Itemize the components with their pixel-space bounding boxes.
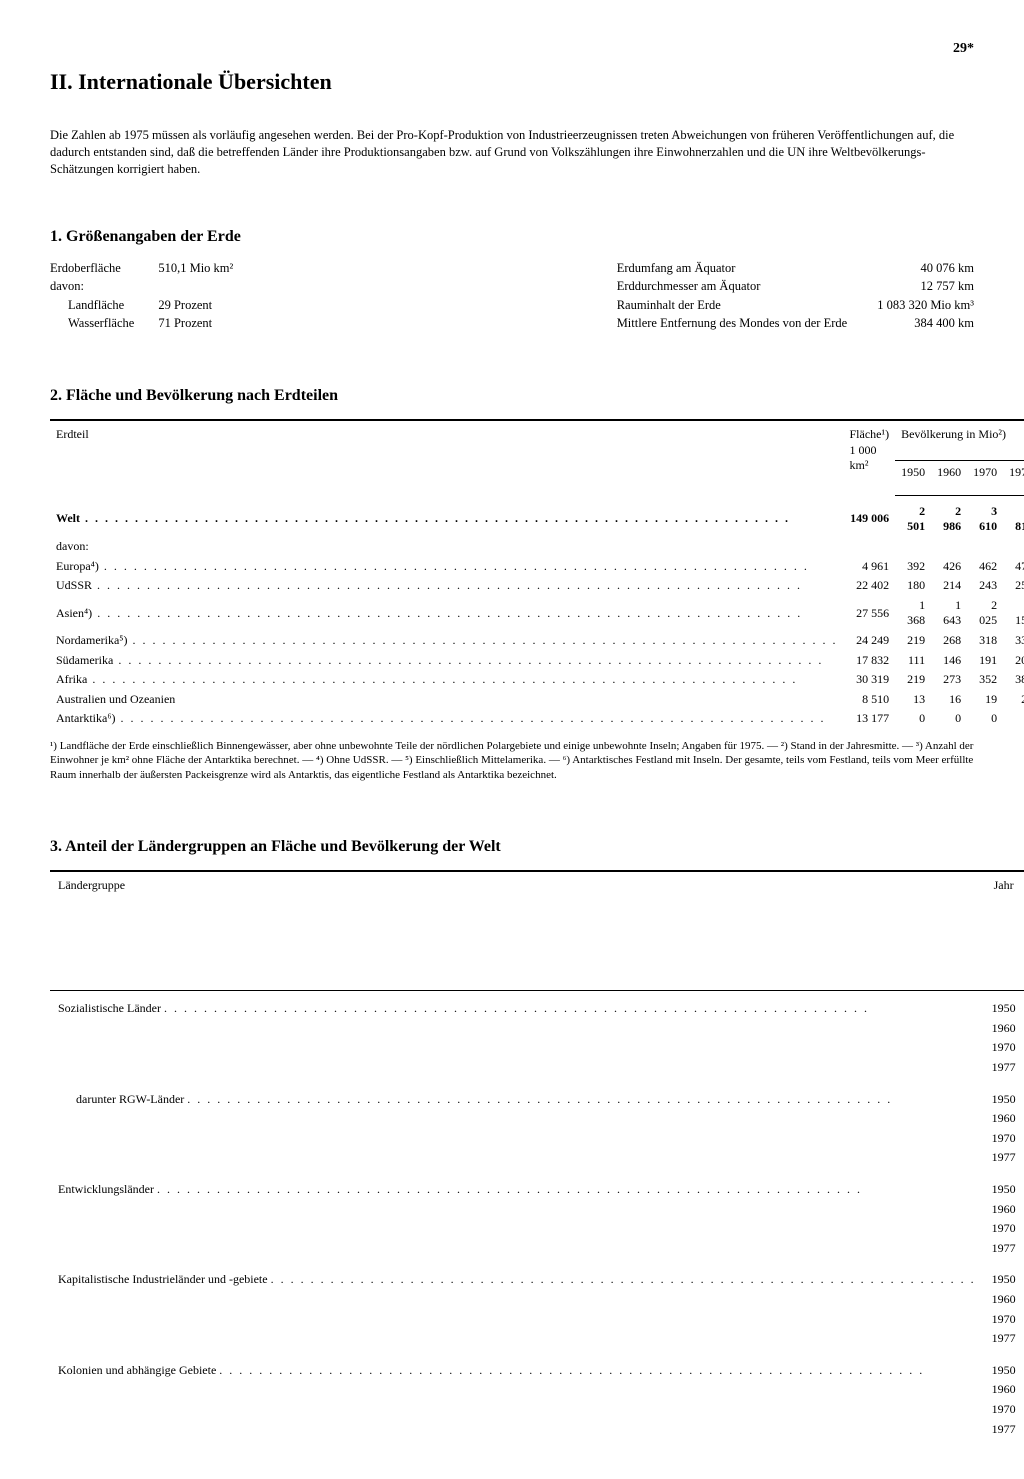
year-col: 1973	[1003, 461, 1024, 496]
table-row: 19701810	[50, 1129, 1024, 1149]
table-row: Südamerika17 832111146191207212219224230…	[50, 651, 1024, 671]
earth-dim-label: Landfläche	[50, 297, 134, 313]
table-row: Antarktika⁶)13 177000000000	[50, 709, 1024, 729]
table-row: 19774747	[50, 1239, 1024, 1259]
table-row: 19702521	[50, 1310, 1024, 1330]
earth-dim-label: Erdumfang am Äquator	[617, 260, 848, 276]
table-row: Entwicklungsländer 19502735	[50, 1168, 1024, 1200]
table-row: Sozialistische Länder 19502635	[50, 991, 1024, 1019]
earth-dim-value	[158, 278, 233, 294]
table-row: Nordamerika⁵)24 249219268318333338342348…	[50, 631, 1024, 651]
section-1-body: Erdoberfläche 510,1 Mio km² davon: Landfläc…	[50, 260, 974, 331]
table-row: 1960103	[50, 1380, 1024, 1400]
table-row: 19704445	[50, 1219, 1024, 1239]
page-title: II. Internationale Übersichten	[50, 68, 974, 97]
earth-dim-label: Erddurchmesser am Äquator	[617, 278, 848, 294]
table-row: 19602522	[50, 1290, 1024, 1310]
earth-dim-label: Rauminhalt der Erde	[617, 297, 848, 313]
table-row: 19601710	[50, 1109, 1024, 1129]
section-2-footnote: ¹) Landfläche der Erde einschließlich Bi…	[50, 739, 974, 782]
table-row: Afrika30 31921927335238139140141242414	[50, 670, 1024, 690]
table-row: 197051	[50, 1400, 1024, 1420]
earth-dim-value: 1 083 320 Mio km³	[877, 297, 974, 313]
table-row: Europa⁴)4 96139242646247047347647948197	[50, 557, 1024, 577]
earth-dim-label: Wasserfläche	[50, 315, 134, 331]
section-2-heading: 2. Fläche und Bevölkerung nach Erdteilen	[50, 386, 974, 407]
continents-table: Erdteil Fläche¹) 1 000 km² Bevölkerung i…	[50, 419, 1024, 729]
col-jahr: Jahr	[984, 871, 1024, 991]
section-1-heading: 1. Größenangaben der Erde	[50, 227, 974, 248]
table-row: 197730,5	[50, 1420, 1024, 1440]
earth-dim-label: Erdoberfläche	[50, 260, 134, 276]
table-row: 19602634	[50, 1019, 1024, 1039]
earth-dim-value: 40 076 km	[877, 260, 974, 276]
groups-table: Ländergruppe Jahr Anteil an der Fläche s…	[50, 870, 1024, 1439]
col-flaeche: Fläche¹) 1 000 km²	[843, 420, 895, 495]
intro-paragraph: Die Zahlen ab 1975 müssen als vorläufig …	[50, 127, 974, 178]
table-row: 19772520	[50, 1329, 1024, 1349]
table-row: 19772633	[50, 1058, 1024, 1078]
year-col: 1950	[895, 461, 931, 496]
table-row: Australien und Ozeanien8 510131619202121…	[50, 690, 1024, 710]
table-row: Kolonien und abhängige Gebiete 1950237	[50, 1349, 1024, 1381]
col-gruppe: Ländergruppe	[50, 871, 984, 991]
earth-dim-value: 510,1 Mio km²	[158, 260, 233, 276]
table-row: Kapitalistische Industrieländer und -geb…	[50, 1258, 1024, 1290]
earth-dimensions-left: Erdoberfläche 510,1 Mio km² davon: Landfläc…	[50, 260, 233, 331]
table-row: UdSSR22 40218021424325025225425725912	[50, 576, 1024, 596]
table-row: 19702633	[50, 1038, 1024, 1058]
earth-dimensions-right: Erdumfang am Äquator 40 076 km Erddurchmes…	[617, 260, 974, 331]
earth-dim-label: davon:	[50, 278, 134, 294]
table-row: Asien⁴)27 5561 3681 6432 0252 1572 2032 …	[50, 596, 1024, 631]
year-col: 1960	[931, 461, 967, 496]
earth-dim-value: 71 Prozent	[158, 315, 233, 331]
earth-dim-value: 384 400 km	[877, 315, 974, 331]
section-3-heading: 3. Anteil der Ländergruppen an Fläche un…	[50, 837, 974, 858]
col-erdteil: Erdteil	[50, 420, 843, 495]
year-col: 1970	[967, 461, 1003, 496]
earth-dim-value: 29 Prozent	[158, 297, 233, 313]
col-bevoelkerung: Bevölkerung in Mio²)	[895, 420, 1024, 461]
earth-dim-value: 12 757 km	[877, 278, 974, 294]
table-row: darunter RGW-Länder 19501711	[50, 1078, 1024, 1110]
earth-dim-label: Mittlere Entfernung des Mondes von der E…	[617, 315, 848, 331]
table-row: davon:	[50, 537, 1024, 557]
table-row: 19603941	[50, 1200, 1024, 1220]
table-row: Welt149 0062 5012 9863 6103 8183 8903 96…	[50, 495, 1024, 537]
page-number: 29*	[50, 40, 974, 58]
table-row: 1977189	[50, 1148, 1024, 1168]
